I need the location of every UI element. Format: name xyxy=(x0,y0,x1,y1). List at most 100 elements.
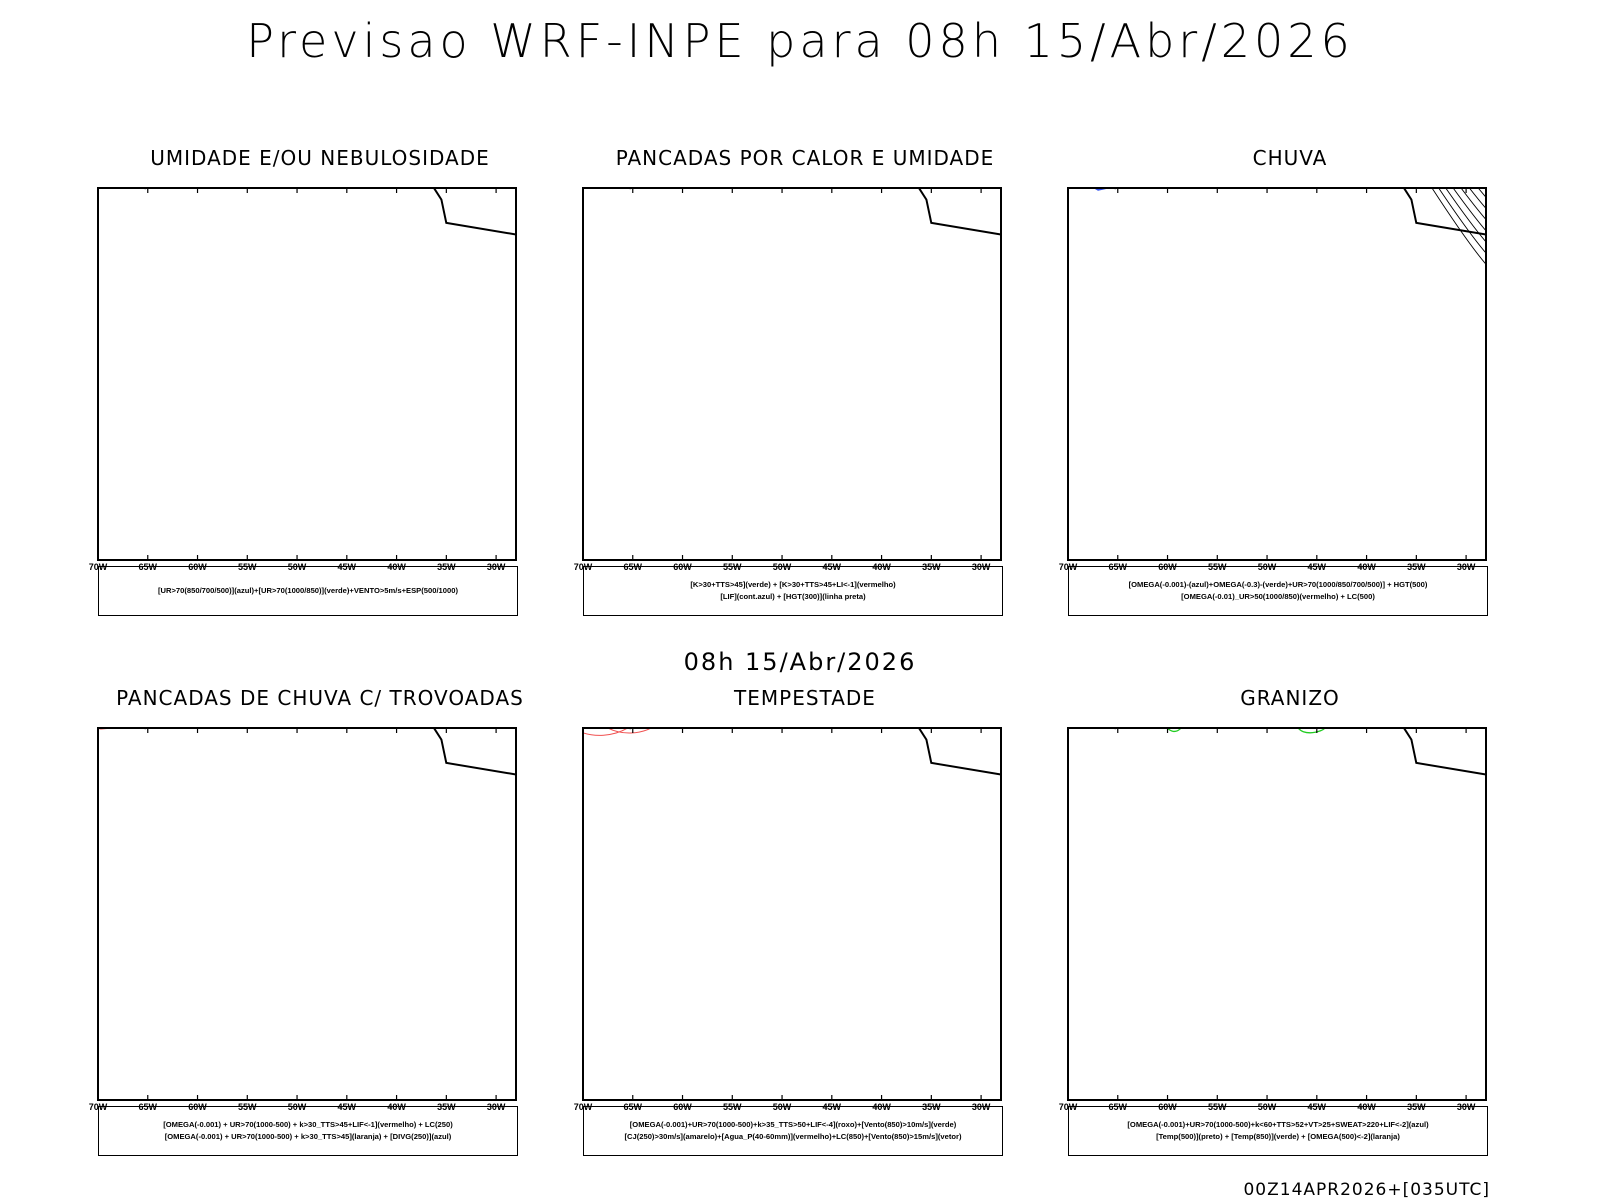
map-base xyxy=(141,718,516,776)
panel-granizo: GRANIZO -12-12-12-12121216161212121212S1… xyxy=(1030,686,1550,1186)
legend-line: [UR>70(850/700/500)](azul)+[UR>70(1000/8… xyxy=(158,586,458,595)
lon-label: 55W xyxy=(1208,562,1227,572)
frame-border xyxy=(1067,727,1487,1101)
frame-border xyxy=(97,187,517,561)
lon-label: 65W xyxy=(624,562,643,572)
legend-line: [OMEGA(-0.001) + UR>70(1000-500) + k>30_… xyxy=(164,1132,452,1141)
panel-legend: [K>30+TTS>45](verde) + [K>30+TTS>45+LI<-… xyxy=(583,566,1003,616)
lon-label: 65W xyxy=(139,1102,158,1112)
panel-title: UMIDADE E/OU NEBULOSIDADE xyxy=(150,146,490,170)
height-contour xyxy=(1048,178,1506,209)
panel-umidade: UMIDADE E/OU NEBULOSIDADE 10121012101210… xyxy=(60,146,580,646)
country-border xyxy=(1111,188,1117,190)
lon-label: 35W xyxy=(1407,1102,1426,1112)
lon-label: 55W xyxy=(238,1102,257,1112)
panel-tempestade: TEMPESTADE 40404012S15S18S21S24S27S30S33… xyxy=(545,686,1065,1186)
map-base xyxy=(141,178,516,236)
frame-border xyxy=(97,727,517,1101)
lon-label: 35W xyxy=(922,562,941,572)
pressure-contour xyxy=(296,188,298,189)
state-border xyxy=(357,718,417,722)
lon-label: 35W xyxy=(922,1102,941,1112)
map-frame: 12S15S18S21S24S27S30S33S36S39S42S70W65W6… xyxy=(574,727,1002,1112)
lon-label: 30W xyxy=(972,1102,991,1112)
streamline-850 xyxy=(606,728,653,734)
state-border xyxy=(1327,718,1387,722)
lon-label: 40W xyxy=(1357,1102,1376,1112)
lon-label: 40W xyxy=(387,562,406,572)
lon-label: 40W xyxy=(872,562,891,572)
map-content: 9600952095209600960094409440952093609600 xyxy=(583,178,1001,236)
state-border xyxy=(357,178,417,182)
map-content: 404040 xyxy=(583,728,1001,776)
mid-date-label: 08h 15/Abr/2026 xyxy=(683,648,917,676)
map-frame: 12S15S18S21S24S27S30S33S36S39S42S70W65W6… xyxy=(574,187,1002,572)
map-base xyxy=(1111,718,1486,776)
lon-label: 50W xyxy=(1258,1102,1277,1112)
map-content: 1012101210121016101610081012102010161020… xyxy=(141,178,516,236)
state-border xyxy=(842,178,902,182)
lon-label: 45W xyxy=(1308,562,1327,572)
lon-label: 30W xyxy=(487,1102,506,1112)
streamline-850 xyxy=(583,728,629,736)
lon-label: 60W xyxy=(1158,1102,1177,1112)
lon-label: 65W xyxy=(624,1102,643,1112)
streamline xyxy=(78,718,526,723)
lon-label: 55W xyxy=(723,1102,742,1112)
legend-line: [LIF](cont.azul) + [HGT(300)](linha pret… xyxy=(720,592,866,601)
page-title: Previsao WRF-INPE para 08h 15/Abr/2026 xyxy=(246,14,1354,68)
instability-area xyxy=(583,178,792,188)
panel-legend: [OMEGA(-0.001)+UR>70(1000-500)+k>35_TTS>… xyxy=(583,1106,1003,1156)
legend-line: [CJ(250)>30m/s](amarelo)+[Agua_P(40-60mm… xyxy=(624,1132,962,1141)
coastline xyxy=(432,728,516,776)
lon-label: 60W xyxy=(188,562,207,572)
lon-label: 35W xyxy=(1407,562,1426,572)
lon-label: 35W xyxy=(437,562,456,572)
lon-label: 30W xyxy=(487,562,506,572)
coastline xyxy=(1402,728,1486,776)
map-pancadas-trovoadas: 12S15S18S21S24S27S30S33S36S39S42S70W65W6… xyxy=(78,718,526,1112)
coastline xyxy=(917,728,1001,776)
lon-label: 40W xyxy=(387,1102,406,1112)
map-granizo: -12-12-12-12121216161212121212S15S18S21S… xyxy=(1059,718,1487,1112)
height-contour xyxy=(1468,188,1486,210)
map-content: -12-12-12-121212161612121212 xyxy=(1111,718,1486,776)
lon-label: 65W xyxy=(1109,1102,1128,1112)
panel-legend: [OMEGA(-0.001)+UR>70(1000-500)+k<60+TTS>… xyxy=(1068,1106,1488,1156)
country-border xyxy=(1111,728,1117,730)
legend-line: [OMEGA(-0.001) + UR>70(1000-500) + k>30_… xyxy=(163,1120,453,1129)
rain-area xyxy=(1318,178,1355,182)
legend-line: [Temp(500)](preto) + [Temp(850)](verde) … xyxy=(1156,1132,1400,1141)
map-frame: 12S15S18S21S24S27S30S33S36S39S42S70W65W6… xyxy=(1059,187,1487,572)
height-contour xyxy=(1048,178,1506,187)
temp-850-contour xyxy=(1166,728,1183,733)
lon-label: 45W xyxy=(338,1102,357,1112)
panel-legend: [OMEGA(-0.001) + UR>70(1000-500) + k>30_… xyxy=(98,1106,518,1156)
temp-850-contour xyxy=(1428,718,1469,721)
map-base xyxy=(626,178,1001,236)
map-frame: 12S15S18S21S24S27S30S33S36S39S42S70W65W6… xyxy=(89,727,517,1112)
panel-legend: [UR>70(850/700/500)](azul)+[UR>70(1000/8… xyxy=(98,566,518,616)
lon-label: 45W xyxy=(338,562,357,572)
lon-label: 60W xyxy=(673,562,692,572)
panel-legend: [OMEGA(-0.001)-(azul)+OMEGA(-0.3)-(verde… xyxy=(1068,566,1488,616)
map-content: 582576573573579588579576579 xyxy=(1048,178,1506,265)
legend-line: [OMEGA(-0.01)_UR>50(1000/850)(vermelho) … xyxy=(1181,592,1375,601)
country-border xyxy=(141,728,147,730)
panel-chuva: CHUVA 58257657357357958857957657912S15S1… xyxy=(1030,146,1550,646)
lon-label: 45W xyxy=(1308,1102,1327,1112)
country-border xyxy=(141,188,147,190)
temp-850-contour xyxy=(1297,728,1327,734)
lon-label: 65W xyxy=(1109,562,1128,572)
map-frame: 12S15S18S21S24S27S30S33S36S39S42S70W65W6… xyxy=(1059,727,1487,1112)
state-border xyxy=(1327,178,1387,182)
panel-pancadas-calor: PANCADAS POR CALOR E UMIDADE 96009520952… xyxy=(545,146,1065,646)
lon-label: 60W xyxy=(673,1102,692,1112)
height-contour xyxy=(1431,188,1486,265)
frame-border xyxy=(582,727,1002,1101)
panel-title: PANCADAS DE CHUVA C/ TROVOADAS xyxy=(116,686,524,710)
country-border xyxy=(626,728,632,730)
panel-title: PANCADAS POR CALOR E UMIDADE xyxy=(615,146,995,170)
lon-label: 55W xyxy=(238,562,257,572)
wind-vector-head xyxy=(227,719,230,723)
